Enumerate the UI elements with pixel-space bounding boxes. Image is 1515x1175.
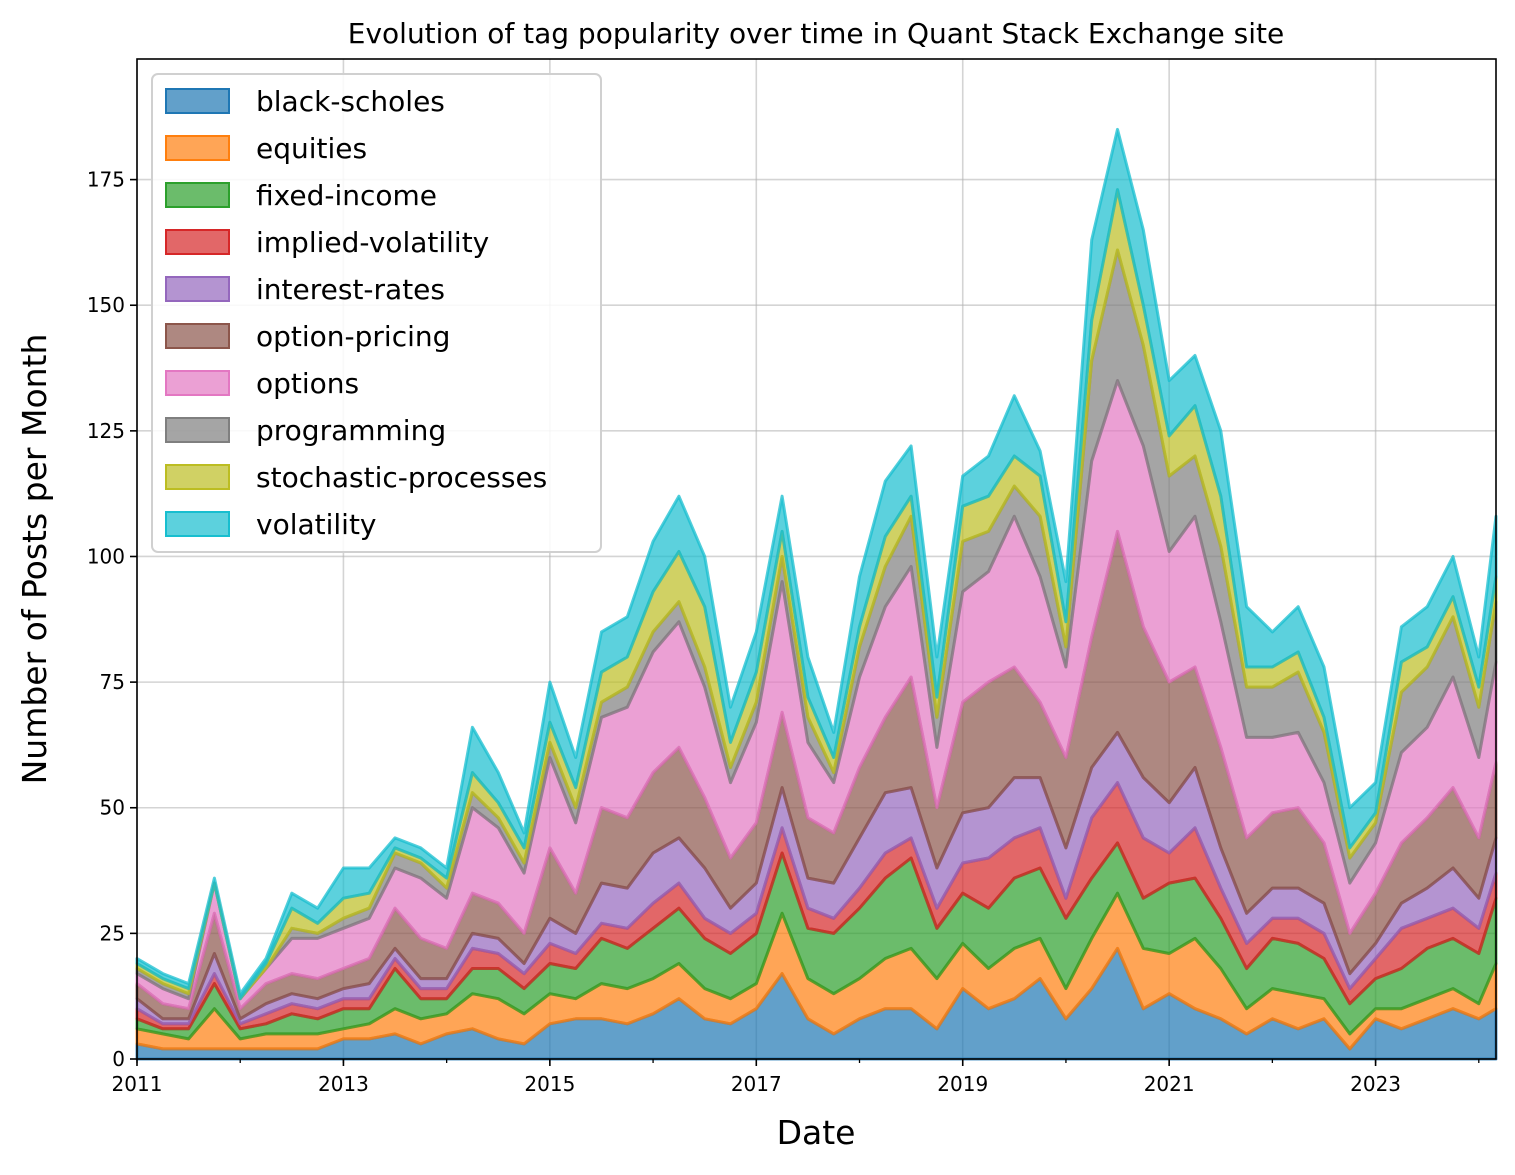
legend-swatch-options xyxy=(165,370,230,396)
legend-label-volatility: volatility xyxy=(256,508,377,541)
x-tick-label: 2015 xyxy=(524,1072,575,1096)
legend-label-stochastic-processes: stochastic-processes xyxy=(256,461,547,494)
legend-label-black-scholes: black-scholes xyxy=(256,85,445,118)
legend-swatch-black-scholes xyxy=(165,88,230,114)
legend-swatch-stochastic-processes xyxy=(165,464,230,490)
x-axis-label: Date xyxy=(777,1113,856,1152)
x-tick-label: 2017 xyxy=(731,1072,782,1096)
y-tick-label: 150 xyxy=(87,293,125,317)
legend-swatch-interest-rates xyxy=(165,276,230,302)
legend-label-programming: programming xyxy=(256,414,446,447)
y-tick-label: 0 xyxy=(112,1047,125,1071)
legend-box xyxy=(151,73,602,553)
legend-swatch-programming xyxy=(165,417,230,443)
legend: black-scholes equities fixed-income implied… xyxy=(151,73,602,553)
y-tick-label: 25 xyxy=(100,921,125,945)
legend-swatch-fixed-income xyxy=(165,182,230,208)
y-tick-label: 175 xyxy=(87,168,125,192)
x-tick-label: 2019 xyxy=(937,1072,988,1096)
x-tick-label: 2021 xyxy=(1144,1072,1195,1096)
plot-frame xyxy=(136,58,1497,1060)
legend-label-equities: equities xyxy=(256,132,367,165)
x-tick-label: 2023 xyxy=(1350,1072,1401,1096)
legend-swatch-equities xyxy=(165,135,230,161)
legend-label-option-pricing: option-pricing xyxy=(256,320,450,353)
y-axis-ticks: 0 25 50 75 100 125 150 175 xyxy=(87,168,137,1071)
legend-swatch-implied-volatility xyxy=(165,229,230,255)
chart-title: Evolution of tag popularity over time in… xyxy=(348,17,1284,50)
x-tick-label: 2013 xyxy=(318,1072,369,1096)
y-tick-label: 50 xyxy=(100,796,125,820)
x-tick-label: 2011 xyxy=(112,1072,163,1096)
legend-swatch-volatility xyxy=(165,511,230,537)
legend-swatch-option-pricing xyxy=(165,323,230,349)
legend-label-implied-volatility: implied-volatility xyxy=(256,226,489,259)
y-tick-label: 100 xyxy=(87,544,125,568)
y-tick-label: 125 xyxy=(87,419,125,443)
y-axis-label: Number of Posts per Month xyxy=(15,334,54,785)
legend-label-interest-rates: interest-rates xyxy=(256,273,445,306)
x-axis-ticks: 2011 2013 2015 2017 2019 2021 2023 xyxy=(112,1059,1480,1096)
area-layers xyxy=(135,127,1498,1061)
legend-label-fixed-income: fixed-income xyxy=(256,179,437,212)
y-tick-label: 75 xyxy=(100,670,125,694)
legend-label-options: options xyxy=(256,367,359,400)
